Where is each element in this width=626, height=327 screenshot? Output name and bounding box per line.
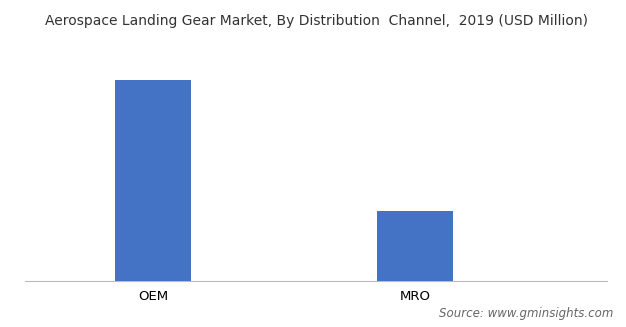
Bar <box>377 211 453 281</box>
Text: Source: www.gminsights.com: Source: www.gminsights.com <box>439 307 613 320</box>
Title: Aerospace Landing Gear Market, By Distribution  Channel,  2019 (USD Million): Aerospace Landing Gear Market, By Distri… <box>44 14 588 28</box>
Bar <box>115 79 191 281</box>
